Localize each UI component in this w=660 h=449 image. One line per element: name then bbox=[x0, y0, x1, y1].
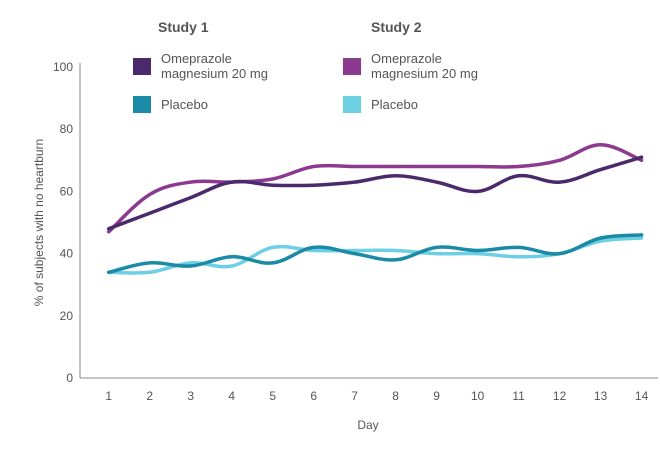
legend: Study 1 Study 2 Omeprazole magnesium 20 … bbox=[133, 19, 478, 113]
y-tick-label: 80 bbox=[60, 122, 74, 136]
legend-label-study1-placebo: Placebo bbox=[161, 97, 208, 112]
y-tick-label: 100 bbox=[53, 60, 73, 74]
series-line-study-2-omeprazole-magnesium-20-mg bbox=[106, 143, 644, 234]
y-tick-label: 0 bbox=[66, 371, 73, 385]
legend-swatch-study1-omeprazole bbox=[133, 58, 151, 75]
legend-swatch-study2-omeprazole bbox=[343, 58, 361, 75]
x-tick-label: 5 bbox=[269, 389, 276, 403]
x-tick-label: 6 bbox=[310, 389, 317, 403]
series-line-study-1-placebo bbox=[106, 233, 644, 275]
x-tick-label: 3 bbox=[187, 389, 194, 403]
x-tick-label: 2 bbox=[146, 389, 153, 403]
legend-label-study2-placebo: Placebo bbox=[371, 97, 418, 112]
legend-label-study2-omeprazole-line1: Omeprazole bbox=[371, 51, 442, 66]
x-tick-label: 11 bbox=[512, 389, 525, 403]
x-tick-label: 9 bbox=[433, 389, 440, 403]
x-tick-label: 14 bbox=[635, 389, 649, 403]
legend-swatch-study1-placebo bbox=[133, 96, 151, 113]
x-tick-labels: 1 2 3 4 5 6 7 8 9 10 11 12 13 14 bbox=[105, 389, 648, 403]
legend-label-study1-omeprazole-line2: magnesium 20 mg bbox=[161, 66, 268, 81]
x-axis-title: Day bbox=[357, 418, 378, 432]
y-tick-labels: 0 20 40 60 80 100 bbox=[53, 60, 73, 385]
x-tick-label: 12 bbox=[553, 389, 567, 403]
x-tick-label: 7 bbox=[351, 389, 358, 403]
axes bbox=[79, 63, 658, 379]
series-line-study-1-omeprazole-magnesium-20-mg bbox=[106, 155, 644, 231]
legend-heading-study-2: Study 2 bbox=[371, 19, 422, 35]
x-tick-label: 4 bbox=[228, 389, 235, 403]
x-tick-label: 13 bbox=[594, 389, 608, 403]
y-tick-label: 60 bbox=[60, 184, 74, 198]
x-tick-label: 1 bbox=[105, 389, 112, 403]
legend-heading-study-1: Study 1 bbox=[158, 19, 209, 35]
legend-swatch-study2-placebo bbox=[343, 96, 361, 113]
y-axis-title: % of subjects with no heartburn bbox=[32, 139, 46, 306]
legend-label-study1-omeprazole-line1: Omeprazole bbox=[161, 51, 232, 66]
x-tick-label: 8 bbox=[392, 389, 399, 403]
x-tick-label: 10 bbox=[471, 389, 485, 403]
legend-label-study2-omeprazole-line2: magnesium 20 mg bbox=[371, 66, 478, 81]
y-tick-label: 40 bbox=[60, 247, 74, 261]
y-tick-label: 20 bbox=[60, 309, 74, 323]
series-lines bbox=[106, 143, 644, 275]
